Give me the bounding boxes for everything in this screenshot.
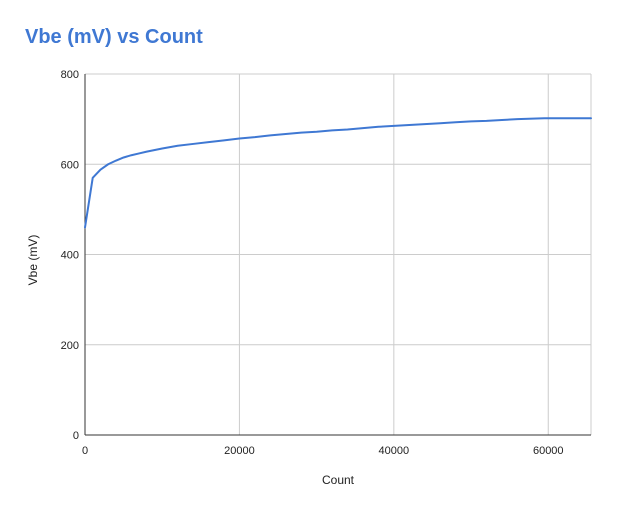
y-tick-label: 200 — [61, 340, 79, 352]
x-tick-label: 40000 — [379, 445, 410, 457]
y-axis-title: Vbe (mV) — [26, 235, 40, 286]
x-tick-label: 20000 — [224, 445, 255, 457]
series-line — [84, 117, 592, 229]
tick-labels: 0 200 400 600 800 0 20000 40000 60000 — [61, 69, 564, 457]
axes — [84, 74, 591, 436]
y-tick-label: 400 — [61, 250, 79, 262]
series-layer — [84, 117, 592, 229]
x-tick-label: 0 — [82, 445, 88, 457]
chart-title: Vbe (mV) vs Count — [25, 26, 203, 48]
x-tick-label: 60000 — [533, 445, 564, 457]
y-tick-label: 600 — [61, 159, 79, 171]
y-tick-label: 0 — [73, 430, 79, 442]
y-tick-label: 800 — [61, 69, 79, 81]
x-axis-title: Count — [322, 473, 355, 487]
gridlines — [85, 73, 592, 435]
